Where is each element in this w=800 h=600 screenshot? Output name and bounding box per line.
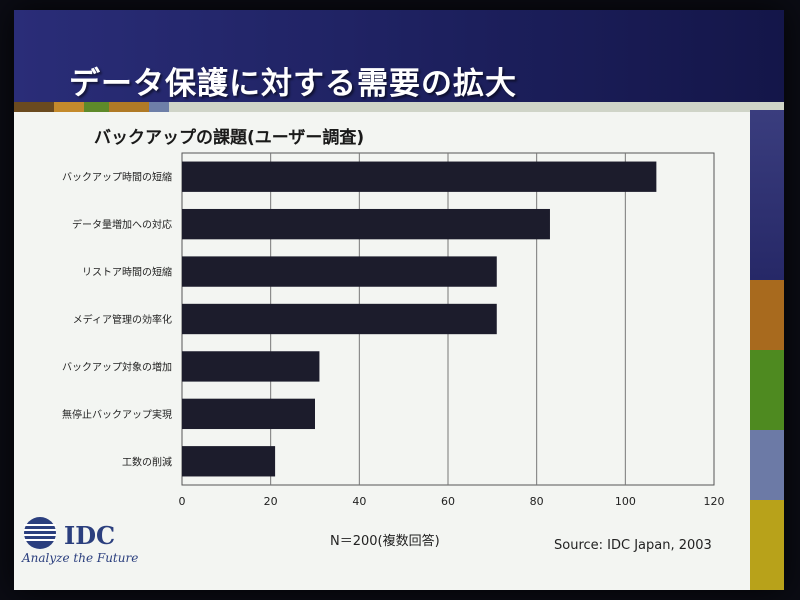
category-label: リストア時間の短縮 — [82, 266, 172, 279]
slide-title: データ保護に対する需要の拡大 — [69, 66, 517, 102]
bar — [182, 303, 497, 335]
slide: データ保護に対する需要の拡大 バックアップの課題(ユーザー調査) 0 20 40 60… — [14, 10, 784, 590]
color-strip — [14, 102, 784, 112]
chart-title: バックアップの課題(ユーザー調査) — [94, 128, 365, 148]
idc-logo: IDC Analyze the Future — [22, 515, 152, 575]
bar — [182, 256, 497, 287]
x-tick-label: 80 — [530, 495, 544, 508]
x-tick-label: 20 — [264, 495, 278, 508]
globe-icon — [24, 517, 56, 549]
bar — [182, 161, 657, 192]
source-credit: Source: IDC Japan, 2003 — [554, 538, 712, 553]
sample-note: N＝200(複数回答) — [330, 534, 440, 549]
bar — [182, 446, 276, 477]
x-tick-label: 0 — [179, 495, 186, 508]
bar — [182, 208, 550, 240]
logo-text: IDC — [64, 521, 116, 550]
category-label: バックアップ時間の短縮 — [62, 171, 172, 184]
category-label: データ量増加への対応 — [72, 218, 172, 231]
category-label: 無停止バックアップ実現 — [62, 408, 172, 421]
x-tick-label: 60 — [441, 495, 455, 508]
category-label: バックアップ対象の増加 — [62, 360, 172, 373]
x-tick-label: 100 — [615, 495, 636, 508]
logo-tagline: Analyze the Future — [22, 551, 139, 565]
bar — [182, 351, 320, 382]
x-tick-label: 40 — [352, 495, 366, 508]
header-band — [14, 10, 784, 110]
bar-chart: 0 20 40 60 80 100 120 バックアップ時間の短縮データ量増加への対応リストア… — [62, 152, 725, 508]
bar — [182, 398, 315, 430]
category-label: メディア管理の効率化 — [73, 313, 172, 326]
x-tick-label: 120 — [704, 495, 725, 508]
category-label: 工数の削減 — [122, 455, 172, 468]
